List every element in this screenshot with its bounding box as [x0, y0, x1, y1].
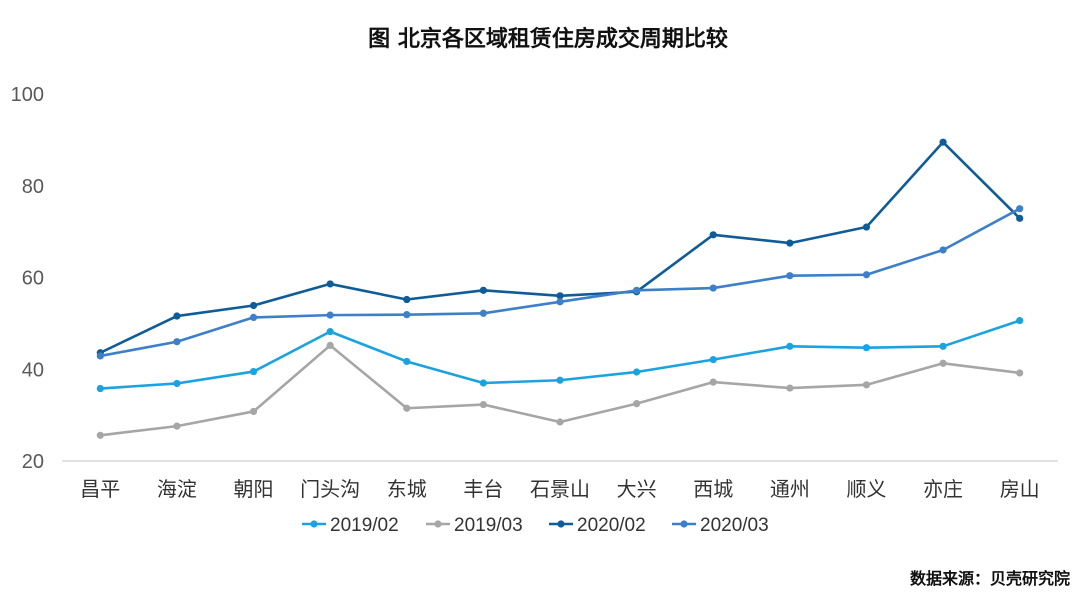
data-point — [786, 384, 794, 392]
data-point — [633, 400, 641, 408]
series-2020-03 — [96, 205, 1024, 360]
data-point — [786, 342, 794, 350]
data-point — [479, 400, 487, 409]
data-point — [556, 292, 564, 300]
legend-swatch-marker — [680, 520, 688, 528]
y-tick-label: 20 — [22, 451, 44, 473]
legend-swatch-marker — [434, 520, 442, 528]
data-point — [403, 357, 411, 366]
data-point — [786, 272, 794, 280]
y-tick-label: 80 — [22, 176, 44, 198]
data-point — [326, 341, 334, 349]
series-2019-02 — [96, 317, 1024, 393]
x-tick-label: 西城 — [693, 477, 733, 501]
data-point — [479, 379, 487, 387]
data-point — [939, 246, 947, 254]
legend-swatch-marker — [310, 520, 318, 528]
x-tick-label: 昌平 — [80, 477, 120, 501]
x-tick-label: 大兴 — [617, 477, 657, 501]
data-point — [249, 313, 258, 322]
legend-item: 2020/02 — [549, 515, 646, 536]
data-point — [1016, 369, 1024, 377]
x-tick-label: 东城 — [387, 477, 427, 501]
data-point — [1016, 317, 1024, 325]
y-tick-label: 60 — [22, 268, 44, 290]
data-point — [326, 328, 334, 336]
data-point — [633, 368, 641, 376]
data-point — [173, 338, 181, 346]
legend-label: 2020/03 — [700, 515, 769, 536]
y-tick-label: 40 — [22, 359, 44, 381]
data-point — [249, 407, 258, 416]
x-tick-label: 石景山 — [530, 477, 590, 501]
data-point — [939, 342, 947, 350]
data-point — [249, 301, 258, 310]
data-point — [862, 223, 871, 231]
data-point — [939, 359, 947, 367]
data-point — [709, 231, 717, 239]
data-point — [709, 356, 717, 364]
y-tick-label: 100 — [11, 84, 44, 106]
data-point — [1016, 214, 1024, 222]
legend-item: 2019/02 — [302, 515, 399, 536]
data-point — [96, 431, 104, 439]
data-point — [862, 381, 871, 389]
data-point — [556, 418, 564, 426]
data-point — [786, 239, 794, 247]
series-2019-03 — [96, 341, 1024, 439]
data-point — [96, 352, 104, 360]
data-point — [403, 295, 411, 304]
x-axis: 昌平 海淀 朝阳 门头沟 东城 丰台 石景山 大兴 西城 通州 顺义 亦庄 房山 — [80, 477, 1039, 501]
y-axis: 20 40 60 80 100 — [11, 84, 44, 473]
legend-swatch-marker — [557, 520, 565, 528]
data-point — [862, 344, 871, 352]
x-tick-label: 丰台 — [463, 477, 503, 501]
x-tick-label: 门头沟 — [300, 477, 360, 501]
data-point — [709, 284, 717, 292]
legend-label: 2020/02 — [577, 515, 646, 536]
series-group — [96, 138, 1024, 439]
data-point — [249, 367, 258, 376]
source-note: 数据来源：贝壳研究院 — [910, 569, 1070, 588]
legend-label: 2019/02 — [330, 515, 399, 536]
data-point — [173, 379, 181, 388]
series-line — [99, 207, 1021, 358]
data-point — [479, 309, 487, 317]
x-tick-label: 朝阳 — [234, 477, 274, 501]
data-point — [173, 312, 181, 320]
data-point — [1016, 205, 1024, 213]
x-tick-label: 海淀 — [157, 477, 197, 501]
x-tick-label: 亦庄 — [923, 477, 963, 501]
data-point — [556, 298, 564, 306]
data-point — [326, 280, 334, 288]
legend-item: 2020/03 — [672, 515, 769, 536]
data-point — [326, 311, 334, 319]
legend-label: 2019/03 — [454, 515, 523, 536]
data-point — [862, 271, 871, 279]
data-point — [556, 376, 564, 384]
data-point — [479, 286, 487, 294]
data-point — [633, 286, 641, 294]
x-tick-label: 顺义 — [846, 477, 886, 501]
legend: 2019/02 2019/03 2020/02 2020/03 — [302, 515, 769, 536]
data-point — [173, 422, 181, 430]
data-point — [709, 378, 717, 386]
chart-title: 图 北京各区域租赁住房成交周期比较 — [368, 26, 728, 52]
data-point — [403, 404, 411, 412]
data-point — [939, 138, 947, 146]
data-point — [96, 384, 104, 393]
legend-item: 2019/03 — [426, 515, 523, 536]
data-point — [403, 311, 411, 319]
x-tick-label: 房山 — [1000, 477, 1040, 501]
x-tick-label: 通州 — [770, 477, 810, 501]
